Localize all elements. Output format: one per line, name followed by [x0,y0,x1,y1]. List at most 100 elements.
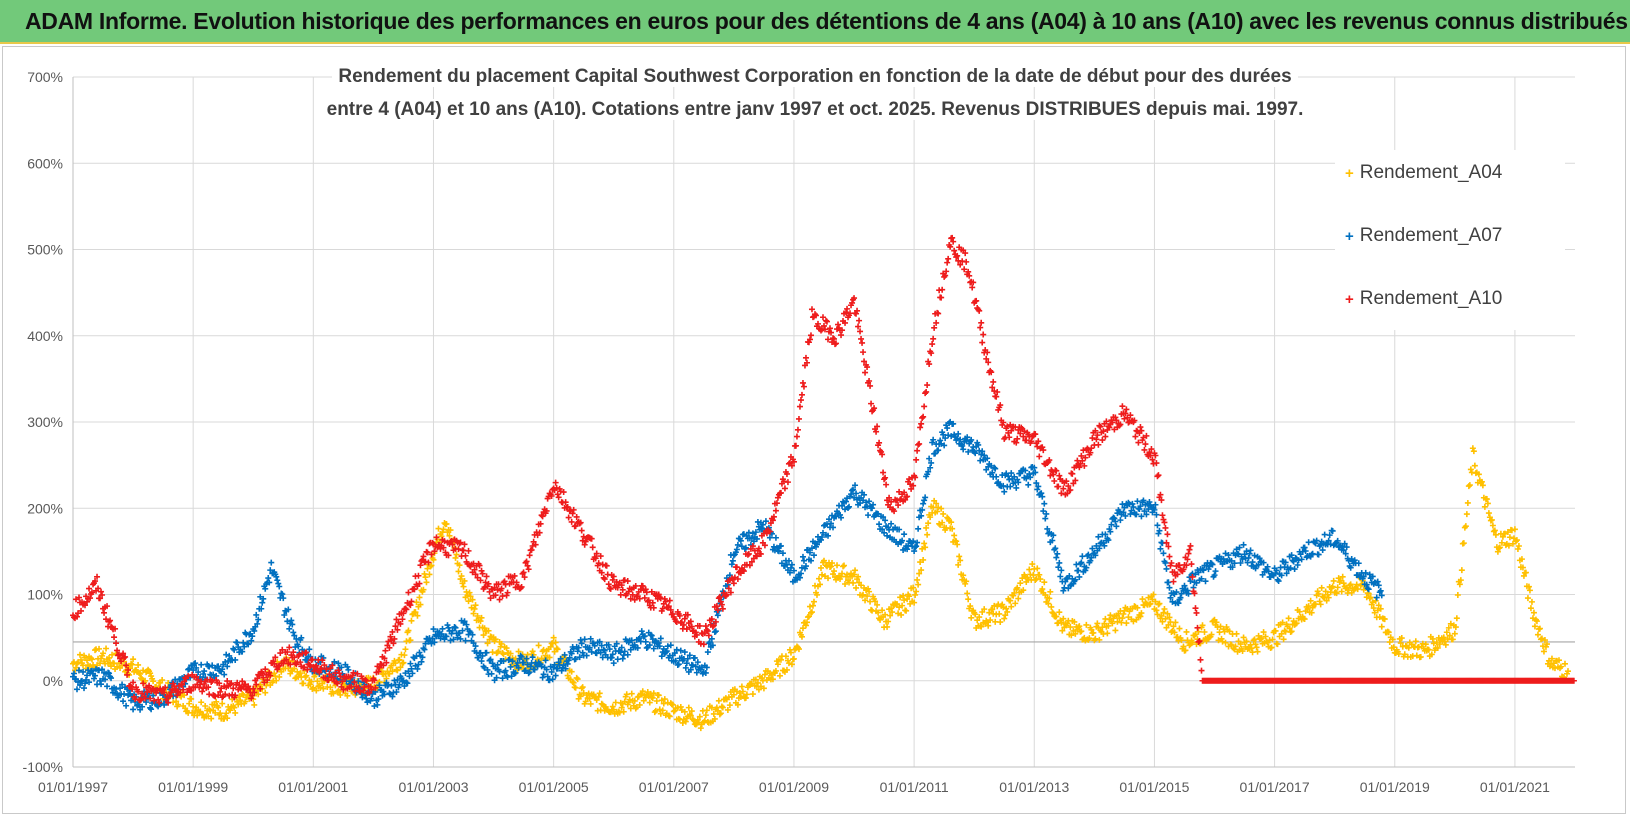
data-point [1513,537,1520,544]
data-point [73,664,80,671]
data-point [587,700,594,707]
data-point [907,481,914,488]
data-point [568,668,575,675]
data-point [783,561,790,568]
data-point [598,569,605,576]
data-point [136,701,143,708]
data-point [276,583,283,590]
data-point [440,526,447,533]
data-point [383,659,390,666]
data-point [1138,427,1145,434]
data-point [478,658,485,665]
data-point [1087,557,1094,564]
data-point [452,554,459,561]
data-point [1526,587,1533,594]
data-point [226,652,233,659]
data-point [1186,546,1193,553]
data-point [1166,553,1173,560]
data-point [119,681,126,688]
data-point [1047,588,1054,595]
data-point [935,504,942,511]
data-point [367,683,374,690]
data-point [1065,483,1072,490]
data-point [605,581,612,588]
data-point [1034,486,1041,493]
data-point [827,325,834,332]
data-point [843,498,850,505]
data-point [957,436,964,443]
data-point [748,558,755,565]
data-point [241,643,248,650]
data-point [564,660,571,667]
data-point [625,588,632,595]
data-point [284,648,291,655]
data-point [844,495,851,502]
data-point [239,690,246,697]
data-point [1246,550,1253,557]
data-point [1330,577,1337,584]
data-point [483,649,490,656]
data-point [1055,483,1062,490]
data-point [92,578,99,585]
data-point [615,708,622,715]
data-point [1160,516,1167,523]
data-point [618,704,625,711]
data-point [675,661,682,668]
data-point [540,646,547,653]
data-point [866,588,873,595]
data-point [864,593,871,600]
data-point [1425,646,1432,653]
data-point [216,680,223,687]
data-point [761,542,768,549]
data-point [1101,542,1108,549]
data-point [737,570,744,577]
data-point [788,462,795,469]
data-point [195,676,202,683]
data-point [82,680,89,687]
data-point [927,514,934,521]
data-point [691,654,698,661]
data-point [968,614,975,621]
data-point [1176,562,1183,569]
data-point [1520,572,1527,579]
data-point [219,700,226,707]
data-point [287,661,294,668]
data-point [474,574,481,581]
data-point [499,675,506,682]
data-point [733,564,740,571]
data-point [551,648,558,655]
data-point [1051,478,1058,485]
data-point [461,541,468,548]
x-tick-label: 01/01/2021 [1480,779,1550,795]
data-point [1053,554,1060,561]
data-point [469,596,476,603]
data-point [310,684,317,691]
data-point [1112,627,1119,634]
data-point [107,617,114,624]
data-point [977,457,984,464]
data-point [662,649,669,656]
data-point [1104,630,1111,637]
data-point [1353,581,1360,588]
data-point [1463,511,1470,518]
data-point [1490,528,1497,535]
data-point [1156,600,1163,607]
data-point [337,691,344,698]
data-point [1045,600,1052,607]
data-point [1130,504,1137,511]
data-point [77,651,84,658]
y-tick-label: 100% [27,587,63,603]
data-point [411,586,418,593]
data-point [979,339,986,346]
data-point [1525,583,1532,590]
data-point [104,683,111,690]
data-point [786,569,793,576]
data-point [509,658,516,665]
data-point [452,624,459,631]
data-point [97,595,104,602]
data-point [230,685,237,692]
data-point [81,685,88,692]
data-point [963,437,970,444]
data-point [1155,472,1162,479]
data-point [978,623,985,630]
